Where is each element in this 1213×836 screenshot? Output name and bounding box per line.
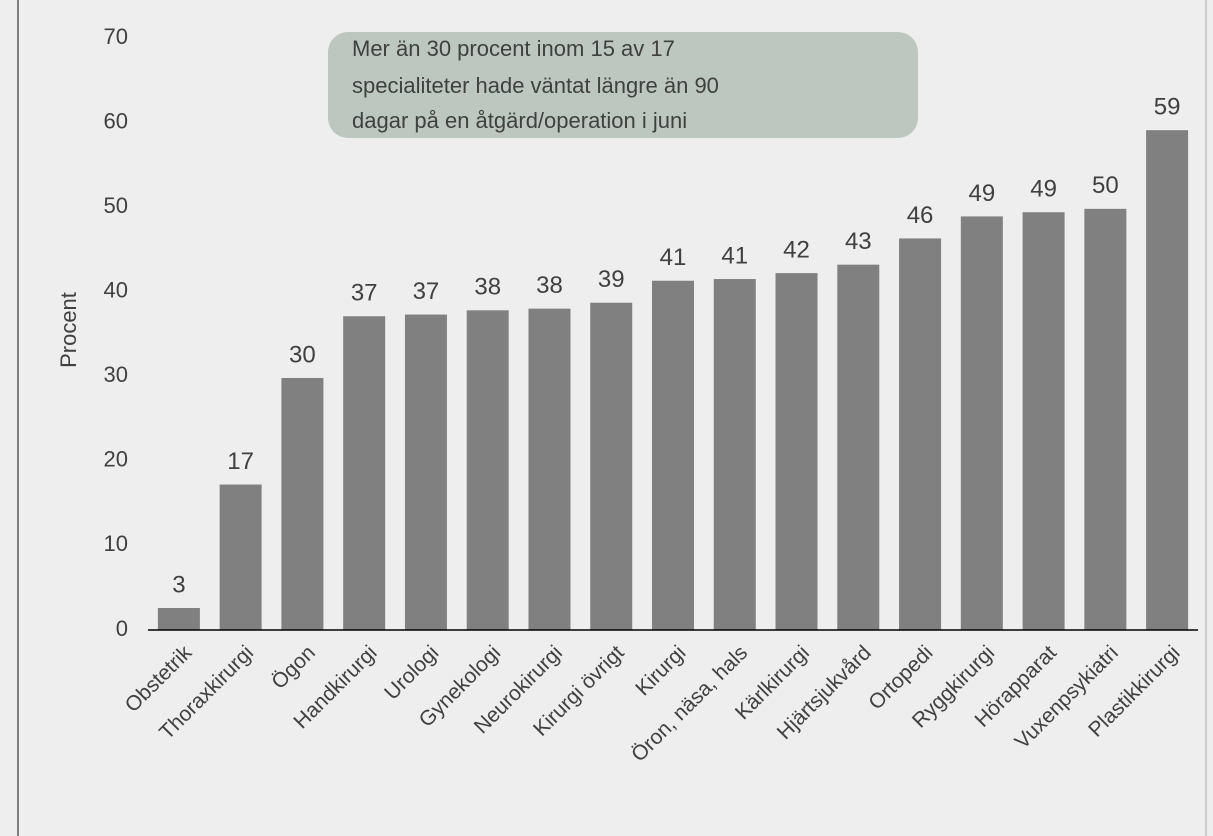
- bar: [404, 314, 447, 630]
- annotation-box: [328, 32, 918, 138]
- bar: [899, 238, 942, 631]
- data-label: 49: [968, 180, 995, 207]
- annotation: Mer än 30 procent inom 15 av 17: [352, 36, 675, 61]
- y-tick-label: 10: [104, 531, 128, 556]
- y-tick-label: 50: [104, 193, 128, 218]
- bar: [219, 484, 262, 630]
- bar: [528, 308, 571, 630]
- annotation: specialiteter hade väntat längre än 90: [352, 73, 719, 98]
- y-axis-label: Procent: [56, 292, 81, 368]
- data-label: 30: [289, 341, 316, 368]
- data-label: 49: [1030, 176, 1057, 203]
- data-label: 50: [1092, 172, 1119, 199]
- bar: [281, 377, 324, 630]
- bar: [466, 310, 509, 630]
- data-label: 42: [783, 236, 810, 263]
- bar: [960, 216, 1003, 630]
- data-label: 59: [1154, 94, 1181, 121]
- data-label: 41: [660, 244, 687, 271]
- y-tick-label: 60: [104, 108, 128, 133]
- data-label: 46: [907, 202, 934, 229]
- data-label: 43: [845, 228, 872, 255]
- data-label: 37: [413, 278, 440, 305]
- bar: [837, 264, 880, 630]
- bar: [157, 608, 200, 630]
- data-label: 39: [598, 266, 625, 293]
- data-label: 38: [474, 274, 501, 301]
- bar: [343, 316, 386, 630]
- y-tick-label: 70: [104, 24, 128, 49]
- y-tick-label: 40: [104, 278, 128, 303]
- data-label: 3: [172, 571, 185, 598]
- y-tick-label: 0: [116, 616, 128, 641]
- bar: [1146, 130, 1189, 630]
- data-label: 37: [351, 280, 378, 307]
- data-label: 38: [536, 272, 563, 299]
- bar: [775, 273, 818, 630]
- data-label: 41: [721, 242, 748, 269]
- bar: [652, 280, 694, 630]
- bar: [1084, 208, 1127, 630]
- y-tick-label: 30: [104, 362, 128, 387]
- bar: [590, 302, 633, 630]
- bar: [713, 279, 756, 630]
- annotation: dagar på en åtgärd/operation i juni: [352, 108, 687, 133]
- y-tick-label: 20: [104, 447, 128, 472]
- bar: [1022, 212, 1065, 630]
- data-label: 17: [227, 448, 254, 475]
